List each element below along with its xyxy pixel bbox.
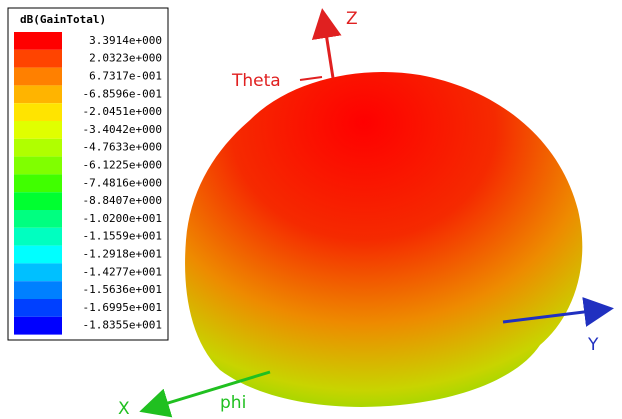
legend-label: -4.7633e+000 (83, 141, 162, 154)
legend-label: -1.6995e+001 (83, 301, 162, 314)
legend: dB(GainTotal) 3.3914e+000 2.0323e+000 6.73… (7, 7, 169, 341)
legend-swatch (14, 299, 62, 317)
radiation-pattern (185, 72, 583, 407)
legend-label: -7.4816e+000 (83, 176, 162, 189)
theta-label: Theta (231, 71, 281, 91)
legend-swatch (14, 227, 62, 246)
legend-swatch (14, 103, 62, 121)
legend-swatch (14, 192, 62, 210)
legend-swatch (14, 281, 62, 299)
legend-swatch (14, 49, 62, 68)
legend-swatch (14, 245, 62, 264)
theta-arrow (299, 76, 323, 81)
y-axis (502, 297, 614, 327)
legend-label: 6.7317e-001 (89, 70, 162, 83)
legend-swatch (14, 263, 62, 282)
legend-label: -6.8596e-001 (83, 87, 162, 100)
legend-swatch (14, 174, 62, 193)
legend-label: -1.0200e+001 (83, 212, 162, 225)
legend-swatch (14, 67, 62, 86)
legend-label: -1.1559e+001 (83, 230, 162, 243)
legend-swatch (14, 316, 62, 335)
legend-label: -8.8407e+000 (83, 194, 162, 207)
legend-title: dB(GainTotal) (20, 13, 106, 26)
legend-swatch (14, 210, 62, 228)
legend-label: -3.4042e+000 (83, 123, 162, 136)
y-label: Y (587, 335, 599, 355)
legend-label: -1.8355e+001 (83, 319, 162, 332)
legend-swatch (14, 32, 62, 50)
legend-label: -2.0451e+000 (83, 105, 162, 118)
legend-label: 2.0323e+000 (89, 52, 162, 65)
legend-label: -1.2918e+001 (83, 248, 162, 261)
legend-label: -1.5636e+001 (83, 283, 162, 296)
legend-label: -6.1225e+000 (83, 159, 162, 172)
x-label: X (118, 399, 130, 419)
x-axis (139, 370, 271, 418)
legend-swatch (14, 138, 62, 157)
legend-swatch (14, 85, 62, 104)
legend-label: 3.3914e+000 (89, 34, 162, 47)
z-axis (311, 8, 342, 79)
legend-label: -1.4277e+001 (83, 265, 162, 278)
phi-label: phi (220, 393, 246, 413)
legend-swatch (14, 121, 62, 139)
legend-swatch (14, 156, 62, 175)
z-label: Z (346, 9, 358, 29)
